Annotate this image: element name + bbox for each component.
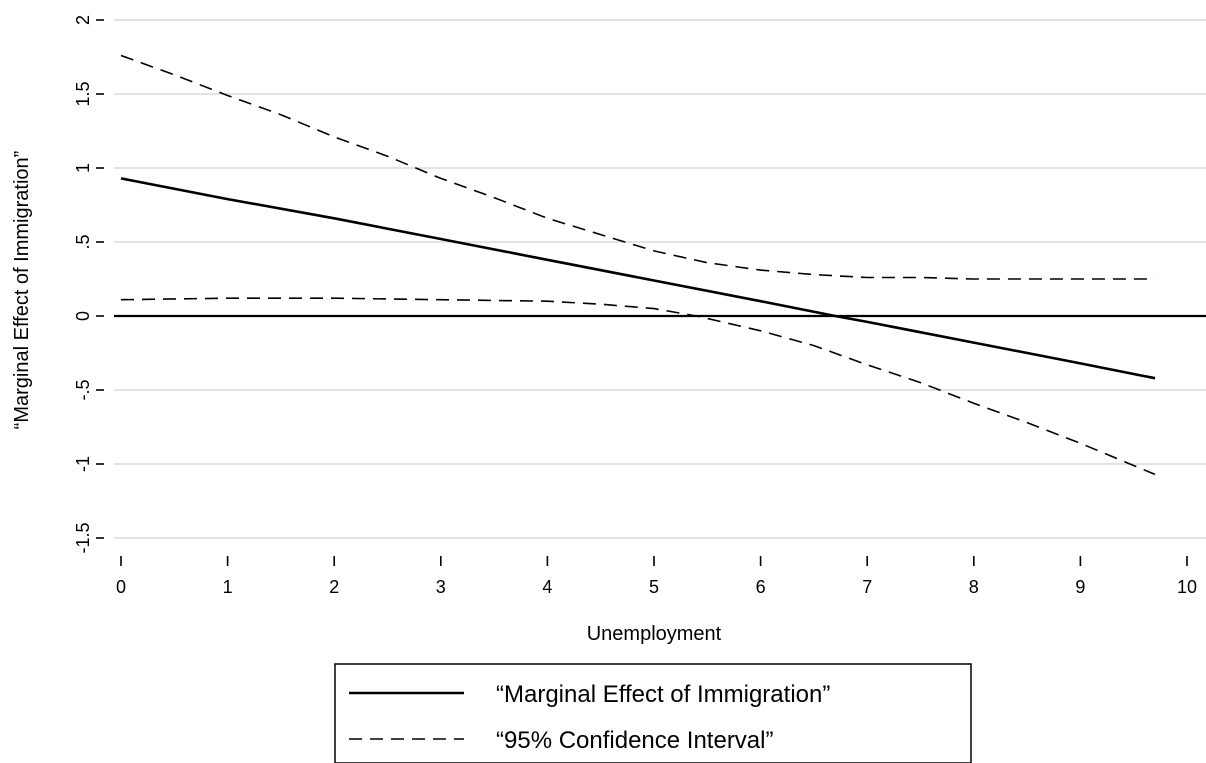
y-tick-label: 1.5 <box>73 81 93 106</box>
legend-label-confidence-interval: “95% Confidence Interval” <box>496 727 773 754</box>
x-tick-label: 9 <box>1075 577 1085 597</box>
ci-upper-line <box>120 54 1155 280</box>
y-axis-title: “Marginal Effect of Immigration” <box>11 151 33 430</box>
legend-box <box>334 663 972 763</box>
x-tick-label: 4 <box>542 577 552 597</box>
series-lines <box>120 54 1156 476</box>
x-tick-label: 0 <box>116 577 126 597</box>
y-tick-label: 1 <box>73 163 93 173</box>
y-axis: -1.5 -1 -.5 0 .5 1 1.5 2 <box>73 15 104 554</box>
x-tick-label: 3 <box>436 577 446 597</box>
x-axis: 0 1 2 3 4 5 6 7 8 9 10 <box>116 556 1197 597</box>
x-tick-label: 6 <box>756 577 766 597</box>
x-tick-label: 2 <box>329 577 339 597</box>
ci-lower-line <box>120 297 1156 476</box>
y-tick-label: 2 <box>73 15 93 25</box>
y-tick-label: -.5 <box>73 379 93 400</box>
x-tick-label: 10 <box>1177 577 1197 597</box>
y-tick-label: -1.5 <box>73 522 93 553</box>
x-tick-label: 1 <box>223 577 233 597</box>
x-tick-label: 5 <box>649 577 659 597</box>
x-tick-label: 7 <box>862 577 872 597</box>
legend-label-marginal-effect: “Marginal Effect of Immigration” <box>496 681 830 708</box>
y-tick-label: -1 <box>73 456 93 472</box>
marginal-effect-line <box>120 177 1156 380</box>
x-tick-label: 8 <box>969 577 979 597</box>
gridlines <box>114 19 1206 539</box>
legend: “Marginal Effect of Immigration” “95% Co… <box>334 663 972 763</box>
y-tick-label: .5 <box>73 234 93 249</box>
x-axis-title: Unemployment <box>587 623 722 645</box>
y-tick-label: 0 <box>73 311 93 321</box>
